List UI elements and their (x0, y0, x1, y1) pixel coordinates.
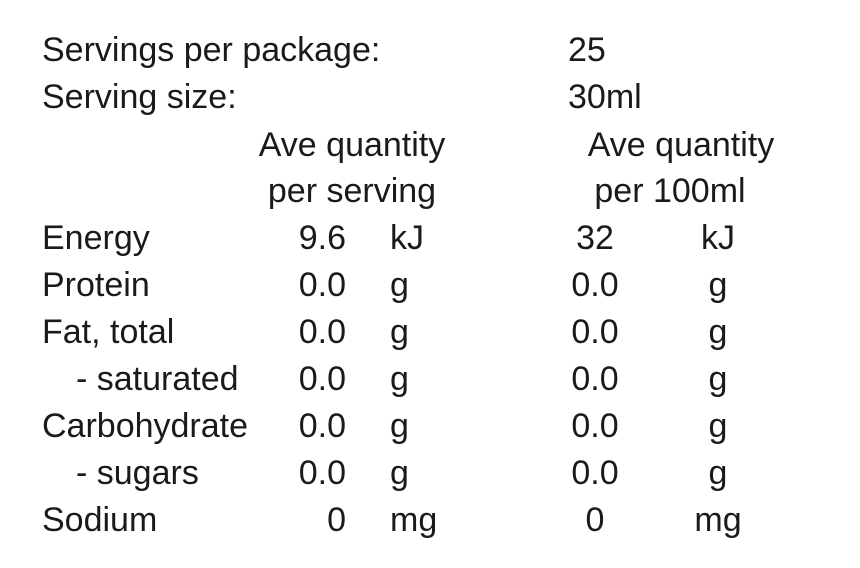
per-serving-value: 0.0 (298, 407, 346, 445)
per-serving-unit: g (390, 266, 409, 304)
per-serving-value: 0.0 (298, 266, 346, 304)
per-100ml-unit: g (708, 407, 728, 445)
per-100ml-unit: mg (694, 501, 742, 539)
nutrient-name: Fat, total (42, 313, 175, 351)
per-100ml-unit: g (708, 313, 728, 351)
nutrient-name: Energy (42, 219, 150, 257)
per-100ml-unit: g (708, 266, 728, 304)
servings-value: 25 (568, 31, 606, 69)
column-heading: per serving (267, 172, 437, 210)
nutrient-name: - sugars (76, 454, 199, 492)
per-serving-value: 0 (327, 501, 346, 539)
per-serving-unit: g (390, 360, 409, 398)
servings-label: Servings per package: (42, 31, 381, 69)
nutrient-name: - saturated (76, 360, 239, 398)
per-100ml-value: 0.0 (571, 313, 619, 351)
nutrient-name: Carbohydrate (42, 407, 249, 445)
column-heading: per 100ml (594, 172, 746, 210)
per-100ml-value: 0.0 (571, 407, 619, 445)
per-100ml-value: 0 (585, 501, 605, 539)
per-serving-unit: g (390, 313, 409, 351)
per-serving-unit: g (390, 454, 409, 492)
serving-size-value: 30ml (568, 78, 642, 116)
per-serving-value: 9.6 (298, 219, 346, 257)
column-heading: Ave quantity (587, 126, 775, 164)
per-100ml-value: 32 (576, 219, 614, 257)
per-serving-unit: kJ (390, 219, 424, 257)
per-serving-unit: g (390, 407, 409, 445)
per-100ml-unit: g (708, 454, 728, 492)
per-100ml-unit: kJ (701, 219, 735, 257)
per-100ml-value: 0.0 (571, 360, 619, 398)
per-serving-value: 0.0 (298, 360, 346, 398)
per-100ml-value: 0.0 (571, 454, 619, 492)
per-100ml-unit: g (708, 360, 728, 398)
per-100ml-value: 0.0 (571, 266, 619, 304)
serving-size-label: Serving size: (42, 78, 237, 116)
nutrient-name: Sodium (42, 501, 158, 539)
nutrient-name: Protein (42, 266, 150, 304)
per-serving-value: 0.0 (298, 313, 346, 351)
column-heading: Ave quantity (258, 126, 446, 164)
per-serving-value: 0.0 (298, 454, 346, 492)
per-serving-unit: mg (390, 501, 438, 539)
